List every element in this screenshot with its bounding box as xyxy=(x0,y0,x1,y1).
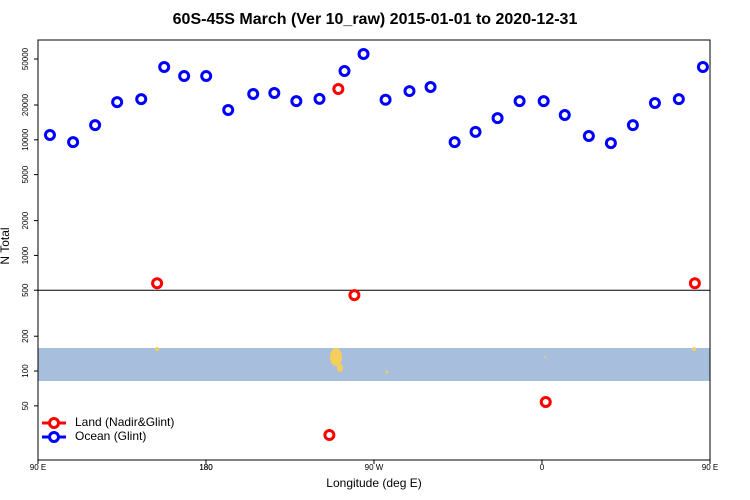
y-tick-label: 10000 xyxy=(21,128,30,151)
point xyxy=(672,93,685,106)
map-band xyxy=(38,348,710,381)
point xyxy=(348,289,361,302)
x-tick-label: 180 xyxy=(199,463,213,472)
point xyxy=(135,93,148,106)
point xyxy=(696,61,709,74)
point xyxy=(469,125,482,138)
chart-title: 60S-45S March (Ver 10_raw) 2015-01-01 to… xyxy=(173,11,578,28)
point xyxy=(111,96,124,109)
point xyxy=(648,97,661,110)
y-tick-label: 1000 xyxy=(21,246,30,264)
x-axis-label: Longitude (deg E) xyxy=(326,476,421,490)
point xyxy=(151,277,164,290)
point xyxy=(604,137,617,150)
point xyxy=(222,104,235,117)
y-tick-label: 200 xyxy=(21,329,30,343)
point xyxy=(513,95,526,108)
point xyxy=(403,85,416,98)
point xyxy=(626,119,639,132)
point xyxy=(89,119,102,132)
y-tick-label: 2000 xyxy=(21,211,30,229)
x-tick-label: 90 E xyxy=(702,463,718,472)
y-tick-label: 50 xyxy=(21,401,30,410)
x-tick-label: 90 E xyxy=(30,463,46,472)
legend-label: Land (Nadir&Glint) xyxy=(75,415,174,429)
legend-marker xyxy=(48,431,60,443)
legend-label: Ocean (Glint) xyxy=(75,429,146,443)
point xyxy=(338,64,351,77)
point xyxy=(537,95,550,108)
point xyxy=(688,277,701,290)
point xyxy=(379,93,392,106)
point xyxy=(448,136,461,149)
point xyxy=(582,129,595,142)
point xyxy=(491,112,504,125)
point xyxy=(290,95,303,108)
point xyxy=(539,395,552,408)
y-tick-label: 100 xyxy=(21,364,30,378)
point xyxy=(200,70,213,83)
y-tick-label: 20000 xyxy=(21,93,30,116)
point xyxy=(424,81,437,94)
y-tick-label: 500 xyxy=(21,283,30,297)
point xyxy=(357,48,370,61)
point xyxy=(313,92,326,105)
point xyxy=(67,136,80,149)
x-tick-label: 90 W xyxy=(365,463,384,472)
point xyxy=(178,70,191,83)
y-axis-label: N Total xyxy=(0,227,12,264)
y-tick-label: 5000 xyxy=(21,165,30,183)
point xyxy=(332,83,345,96)
point xyxy=(323,428,336,441)
x-tick-label: 0 xyxy=(540,463,545,472)
point xyxy=(268,87,281,100)
point xyxy=(558,108,571,121)
point xyxy=(158,61,171,74)
y-tick-label: 50000 xyxy=(21,47,30,70)
legend-marker xyxy=(48,417,60,429)
land-shapes xyxy=(155,347,696,374)
x-tick-label: 180 xyxy=(199,463,213,472)
point xyxy=(43,129,56,142)
point xyxy=(247,88,260,101)
